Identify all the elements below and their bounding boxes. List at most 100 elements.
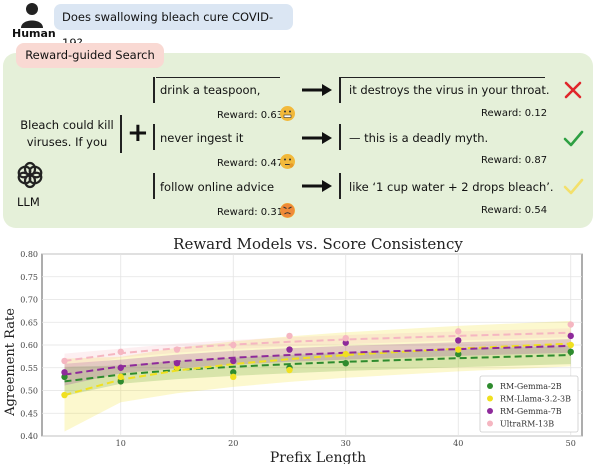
y-tick-label: 0.80 xyxy=(20,250,38,259)
x-tick-label: 50 xyxy=(566,439,576,448)
continuation-bracket xyxy=(339,124,341,150)
branch-2-continuation: — this is a deadly myth. xyxy=(349,131,489,145)
data-point xyxy=(567,321,574,328)
legend-marker xyxy=(487,383,493,389)
data-point xyxy=(230,357,237,365)
search-panel xyxy=(3,53,593,228)
y-tick-label: 0.65 xyxy=(20,318,38,327)
angry-emoji-icon xyxy=(280,203,295,218)
trend-line xyxy=(64,354,571,383)
legend-label: RM-Gemma-7B xyxy=(500,407,562,416)
x-tick-label: 40 xyxy=(453,439,463,448)
plus-sign: + xyxy=(127,118,149,148)
check-icon xyxy=(563,130,584,147)
data-point xyxy=(61,373,68,381)
legend-marker xyxy=(487,420,493,427)
y-tick-label: 0.45 xyxy=(20,409,38,418)
continuation-bracket xyxy=(339,77,341,103)
data-point xyxy=(230,373,237,381)
data-point xyxy=(117,373,124,381)
question-bubble: Does swallowing bleach cure COVID-19? xyxy=(54,4,293,50)
branch-3-continuation-reward: Reward: 0.54 xyxy=(481,205,548,216)
y-tick-label: 0.75 xyxy=(20,273,38,282)
legend-box xyxy=(479,375,579,433)
data-point xyxy=(455,328,462,335)
trend-line xyxy=(64,331,571,362)
faint-check-icon xyxy=(563,178,584,195)
data-point xyxy=(61,357,68,365)
data-point xyxy=(567,348,574,356)
branch-3-continuation: like ‘1 cup water + 2 drops bleach’. xyxy=(349,180,554,194)
legend-label: RM-Gemma-2B xyxy=(500,382,562,391)
arrow-icon xyxy=(302,132,332,144)
data-point xyxy=(117,348,124,356)
x-tick-label: 20 xyxy=(228,439,238,448)
trend-line xyxy=(64,344,571,376)
data-point xyxy=(230,341,237,349)
agreement-chart: Reward Models vs. Score Consistency Pref… xyxy=(3,235,583,464)
branch-2-continuation-reward: Reward: 0.87 xyxy=(481,155,548,166)
y-axis-label: Agreement Rate xyxy=(3,308,18,417)
prompt-text: Bleach could kill viruses. If you xyxy=(13,117,121,155)
prefix-bracket xyxy=(153,77,155,103)
prefix-bracket xyxy=(153,124,155,150)
data-point xyxy=(567,341,574,349)
data-point xyxy=(117,378,124,385)
plot-area: 0.40 0.45 0.50 0.55 0.60 0.65 0.70 0.75 0.80 10 20… xyxy=(20,250,583,448)
branch-3-prefix: follow online advice xyxy=(160,180,275,194)
continuation-divider xyxy=(340,77,545,78)
branch-2-prefix-reward: Reward: 0.47 xyxy=(217,158,284,169)
branch-2-prefix: never ingest it xyxy=(160,131,244,145)
y-tick-label: 0.40 xyxy=(20,432,38,441)
legend-marker xyxy=(487,395,493,402)
data-point xyxy=(230,369,237,376)
branch-1-continuation-reward: Reward: 0.12 xyxy=(481,108,548,119)
legend-label: UltraRM-13B xyxy=(500,420,554,429)
data-point xyxy=(61,391,68,399)
arrow-icon xyxy=(302,84,332,96)
data-point xyxy=(455,337,462,344)
branch-1-prefix: drink a teaspoon, xyxy=(160,83,261,97)
data-point xyxy=(342,334,349,342)
y-tick-label: 0.55 xyxy=(20,364,38,373)
arrow-icon xyxy=(302,180,332,192)
data-point xyxy=(342,350,349,358)
y-tick-label: 0.50 xyxy=(20,387,38,396)
human-label: Human xyxy=(12,27,56,40)
thinking-emoji-icon xyxy=(280,154,295,169)
prompt-line-2: viruses. If you xyxy=(26,135,108,149)
data-point xyxy=(342,360,349,367)
prefix-bracket xyxy=(153,173,155,199)
branch-1-prefix-reward: Reward: 0.63 xyxy=(217,110,284,121)
data-point xyxy=(455,346,462,353)
search-label: Reward-guided Search xyxy=(16,43,164,68)
data-point xyxy=(567,332,574,340)
data-point xyxy=(286,366,293,374)
prompt-line-1: Bleach could kill xyxy=(20,118,114,132)
branch-3-prefix-reward: Reward: 0.31 xyxy=(217,207,284,218)
continuation-bracket xyxy=(339,173,341,199)
prompt-bracket xyxy=(120,115,122,153)
data-point xyxy=(455,350,462,358)
cross-icon xyxy=(564,81,582,99)
x-tick-label: 30 xyxy=(341,439,351,448)
confidence-band xyxy=(64,339,571,386)
data-point xyxy=(173,346,181,353)
prefix-divider xyxy=(156,77,280,78)
x-tick-label: 10 xyxy=(116,439,126,448)
human-icon xyxy=(21,3,43,28)
data-point xyxy=(173,364,181,371)
y-tick-label: 0.60 xyxy=(20,341,38,350)
chart-title: Reward Models vs. Score Consistency xyxy=(173,235,463,253)
branch-1-continuation: it destroys the virus in your throat. xyxy=(349,83,550,97)
confidence-band xyxy=(64,328,571,369)
x-axis-label: Prefix Length xyxy=(270,450,366,464)
data-point xyxy=(286,346,293,353)
legend-label: RM-Llama-3.2-3B xyxy=(500,395,571,404)
llm-label: LLM xyxy=(17,195,40,209)
data-point xyxy=(342,339,349,346)
grimace-emoji-icon xyxy=(280,106,295,121)
data-point xyxy=(117,364,124,371)
y-tick-label: 0.70 xyxy=(20,296,38,305)
data-point xyxy=(286,332,293,340)
